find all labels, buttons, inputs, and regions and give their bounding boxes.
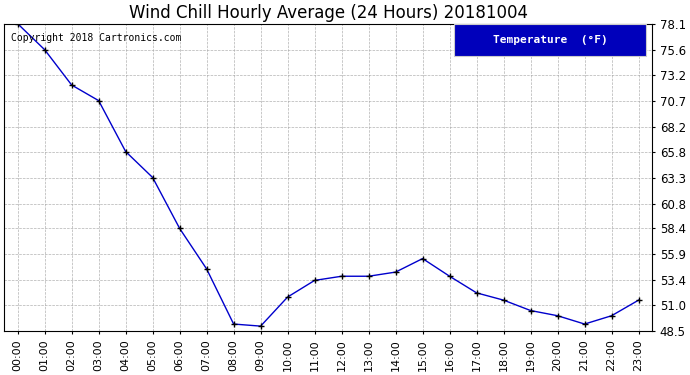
Text: Copyright 2018 Cartronics.com: Copyright 2018 Cartronics.com [10, 33, 181, 43]
FancyBboxPatch shape [455, 24, 646, 56]
Text: Temperature  (°F): Temperature (°F) [493, 35, 607, 45]
Title: Wind Chill Hourly Average (24 Hours) 20181004: Wind Chill Hourly Average (24 Hours) 201… [128, 4, 528, 22]
